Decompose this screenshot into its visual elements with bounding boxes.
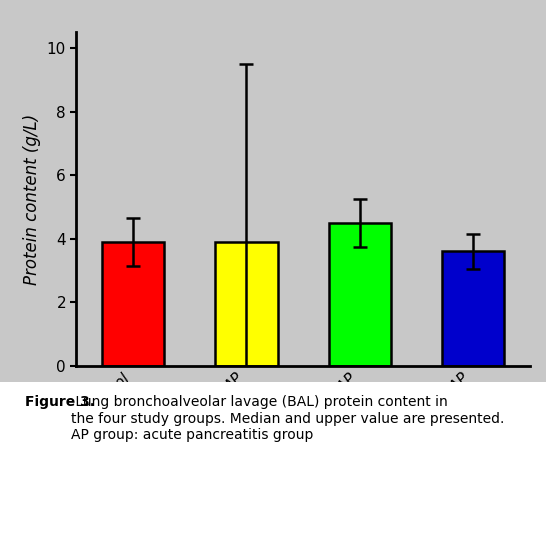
Bar	[102, 242, 164, 366]
Y-axis label: Protein content (g/L): Protein content (g/L)	[23, 114, 41, 285]
X-axis label: Group: Group	[272, 468, 334, 485]
Text: Figure 3.: Figure 3.	[25, 395, 94, 409]
Text: Lung bronchoalveolar lavage (BAL) protein content in
the four study groups. Medi: Lung bronchoalveolar lavage (BAL) protei…	[71, 395, 505, 442]
Bar	[442, 251, 504, 366]
Bar	[329, 223, 391, 366]
Bar	[215, 242, 277, 366]
